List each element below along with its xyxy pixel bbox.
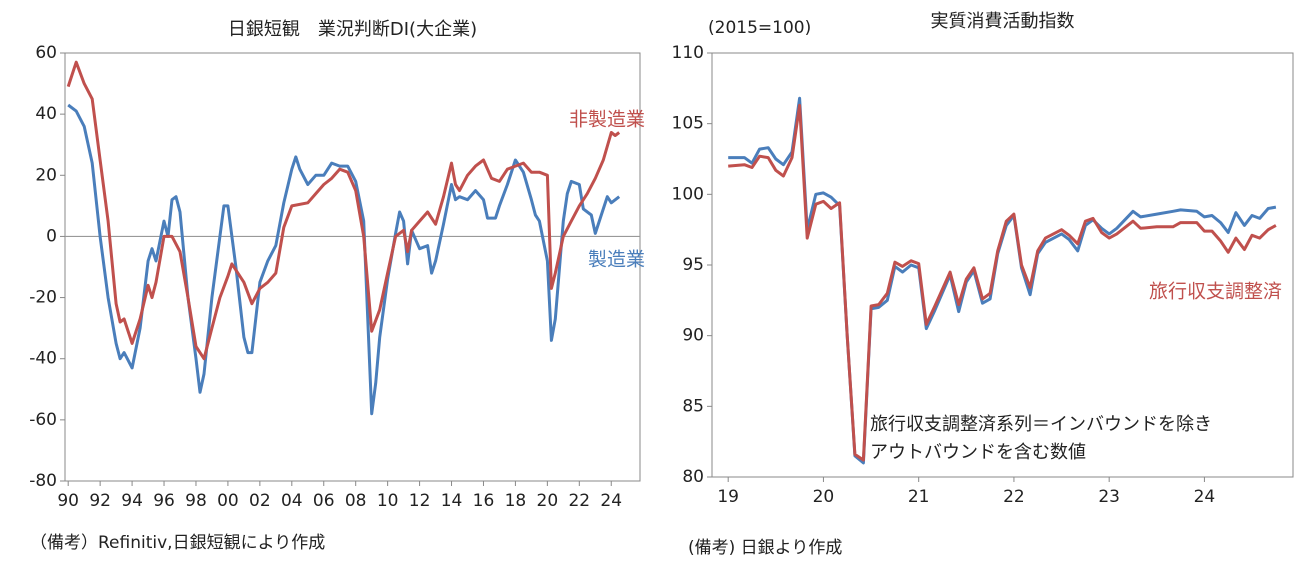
x-tick-label: 16 (473, 491, 495, 511)
y-tick-label: -20 (29, 288, 57, 308)
x-tick-label: 04 (281, 491, 303, 511)
x-tick-label: 24 (1194, 487, 1216, 507)
x-tick-label: 12 (409, 491, 431, 511)
series-line (67, 103, 621, 416)
x-tick-label: 94 (121, 491, 143, 511)
x-tick-label: 24 (600, 491, 622, 511)
x-tick-label: 02 (249, 491, 271, 511)
y-tick-label: 40 (35, 104, 57, 124)
x-tick-label: 90 (57, 491, 79, 511)
series-label: 旅行収支調整済 (1149, 281, 1282, 303)
y-tick-label: 95 (682, 255, 704, 275)
x-tick-label: 08 (345, 491, 367, 511)
x-tick-label: 20 (813, 487, 835, 507)
chart-title: 日銀短観 業況判断DI(大企業) (228, 19, 477, 40)
y-tick-label: 80 (682, 467, 704, 487)
y-tick-label: 20 (35, 165, 57, 185)
x-tick-label: 23 (1098, 487, 1120, 507)
y-tick-label: 105 (672, 114, 704, 134)
note: （備考）Refinitiv,日銀短観により作成 (30, 533, 325, 553)
y-tick-label: -60 (29, 410, 57, 430)
y-tick-label: 110 (672, 43, 704, 63)
annotation: アウトバウンドを含む数値 (870, 442, 1086, 463)
series-label: 製造業 (588, 249, 645, 271)
y-tick-label: 100 (672, 184, 704, 204)
x-tick-label: 22 (568, 491, 590, 511)
chart-title: 実質消費活動指数 (931, 11, 1075, 32)
series-label: 非製造業 (569, 109, 645, 131)
y-axis-label: (2015=100) (708, 18, 811, 38)
y-tick-label: 90 (682, 326, 704, 346)
plot-frame (64, 52, 641, 482)
series-line (728, 103, 1277, 462)
note: (備考) 日銀より作成 (688, 538, 842, 558)
x-tick-label: 96 (153, 491, 175, 511)
series-line (728, 96, 1277, 465)
x-tick-label: 14 (441, 491, 463, 511)
x-tick-label: 92 (89, 491, 111, 511)
x-tick-label: 00 (217, 491, 239, 511)
x-tick-label: 06 (313, 491, 335, 511)
x-tick-label: 10 (377, 491, 399, 511)
y-tick-label: -40 (29, 349, 57, 369)
x-tick-label: 19 (717, 487, 739, 507)
y-tick-label: -80 (29, 471, 57, 491)
x-tick-label: 21 (908, 487, 930, 507)
series-line (66, 60, 621, 361)
x-tick-label: 22 (1003, 487, 1025, 507)
x-tick-label: 18 (505, 491, 527, 511)
x-tick-label: 98 (185, 491, 207, 511)
y-tick-label: 85 (682, 396, 704, 416)
annotation: 旅行収支調整済系列＝インバウンドを除き (870, 414, 1212, 435)
x-tick-label: 20 (537, 491, 559, 511)
y-tick-label: 0 (46, 226, 57, 246)
y-tick-label: 60 (35, 43, 57, 63)
